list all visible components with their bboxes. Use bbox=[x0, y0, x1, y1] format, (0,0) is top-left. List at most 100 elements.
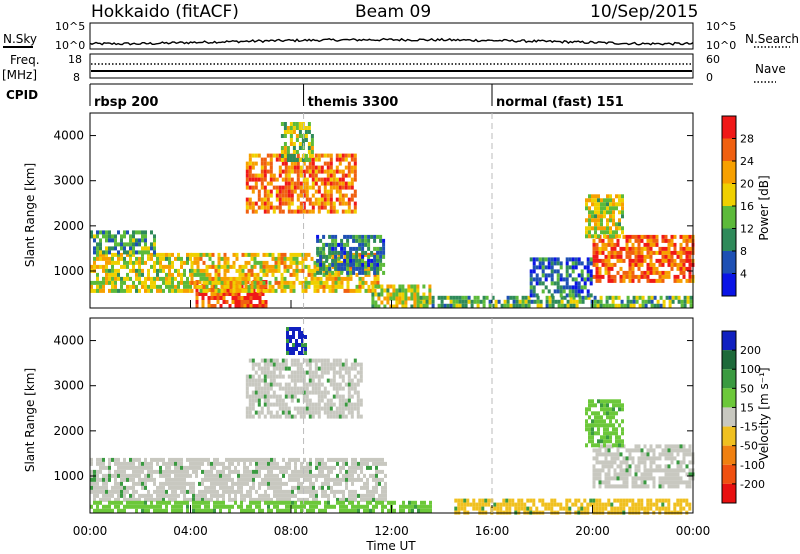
heatmap-cell bbox=[300, 500, 303, 505]
heatmap-cell bbox=[625, 476, 629, 481]
heatmap-cell bbox=[284, 189, 288, 194]
heatmap-cell bbox=[404, 296, 408, 301]
heatmap-cell bbox=[180, 264, 183, 269]
heatmap-cell bbox=[268, 288, 272, 293]
heatmap-cell bbox=[217, 268, 221, 273]
heatmap-cell bbox=[538, 281, 542, 286]
heatmap-cell bbox=[183, 268, 186, 273]
heatmap-cell bbox=[123, 457, 126, 462]
heatmap-cell bbox=[318, 461, 321, 466]
power-colorbar-tick-label: 20 bbox=[740, 178, 754, 191]
heatmap-cell bbox=[251, 185, 255, 190]
heatmap-cell bbox=[615, 439, 618, 444]
heatmap-cell bbox=[269, 193, 273, 198]
heatmap-cell bbox=[517, 506, 521, 511]
heatmap-cell bbox=[320, 197, 324, 202]
heatmap-cell bbox=[234, 296, 238, 300]
heatmap-cell bbox=[216, 469, 219, 474]
heatmap-cell bbox=[319, 270, 323, 275]
heatmap-cell bbox=[129, 504, 132, 509]
heatmap-cell bbox=[588, 226, 591, 231]
heatmap-cell bbox=[335, 169, 339, 174]
heatmap-cell bbox=[312, 473, 315, 478]
heatmap-cell bbox=[248, 153, 252, 158]
heatmap-cell bbox=[649, 468, 653, 473]
heatmap-cell bbox=[283, 288, 287, 293]
heatmap-cell bbox=[326, 402, 330, 407]
heatmap-cell bbox=[266, 193, 270, 198]
heatmap-cell bbox=[159, 264, 162, 269]
heatmap-cell bbox=[429, 508, 432, 513]
power-ylabel: Slant Range [km] bbox=[23, 163, 37, 267]
heatmap-cell bbox=[355, 258, 359, 263]
heatmap-cell bbox=[348, 493, 351, 498]
heatmap-cell bbox=[631, 456, 635, 461]
heatmap-cell bbox=[260, 205, 264, 210]
heatmap-cell bbox=[529, 498, 533, 503]
heatmap-cell bbox=[210, 473, 213, 478]
heatmap-cell bbox=[357, 461, 360, 466]
heatmap-cell bbox=[249, 461, 252, 466]
heatmap-cell bbox=[96, 280, 99, 285]
heatmap-cell bbox=[273, 477, 276, 482]
heatmap-cell bbox=[153, 264, 156, 269]
heatmap-cell bbox=[294, 485, 297, 490]
heatmap-cell bbox=[114, 497, 117, 502]
heatmap-cell bbox=[329, 398, 333, 403]
heatmap-cell bbox=[269, 157, 273, 162]
heatmap-cell bbox=[207, 508, 210, 513]
heatmap-cell bbox=[281, 177, 285, 182]
heatmap-cell bbox=[679, 460, 683, 465]
heatmap-cell bbox=[361, 254, 365, 259]
heatmap-cell bbox=[350, 209, 354, 214]
heatmap-cell bbox=[222, 481, 225, 486]
heatmap-cell bbox=[667, 258, 671, 263]
heatmap-cell bbox=[90, 504, 93, 509]
heatmap-cell bbox=[162, 500, 165, 505]
heatmap-cell bbox=[612, 415, 615, 420]
heatmap-cell bbox=[314, 181, 318, 186]
heatmap-cell bbox=[243, 508, 246, 513]
heatmap-cell bbox=[135, 238, 138, 243]
heatmap-cell bbox=[132, 485, 135, 490]
heatmap-cell bbox=[327, 477, 330, 482]
heatmap-cell bbox=[347, 161, 351, 166]
power-colorbar-label: Power [dB] bbox=[757, 175, 771, 240]
heatmap-cell bbox=[682, 480, 686, 485]
heatmap-cell bbox=[263, 201, 267, 206]
heatmap-cell bbox=[129, 461, 132, 466]
heatmap-cell bbox=[283, 122, 287, 126]
heatmap-cell bbox=[615, 194, 618, 199]
heatmap-cell bbox=[321, 457, 324, 462]
heatmap-cell bbox=[374, 292, 378, 297]
heatmap-cell bbox=[272, 370, 276, 375]
heatmap-cell bbox=[111, 473, 114, 478]
heatmap-cell bbox=[586, 261, 590, 266]
heatmap-cell bbox=[234, 497, 237, 502]
heatmap-cell bbox=[470, 303, 474, 308]
heatmap-cell bbox=[244, 276, 248, 281]
heatmap-cell bbox=[324, 493, 327, 498]
heatmap-cell bbox=[183, 477, 186, 482]
heatmap-cell bbox=[296, 366, 300, 371]
heatmap-cell bbox=[601, 258, 605, 263]
heatmap-cell bbox=[354, 477, 357, 482]
heatmap-cell bbox=[207, 288, 211, 292]
heatmap-cell bbox=[595, 254, 599, 259]
heatmap-cell bbox=[186, 469, 189, 474]
heatmap-cell bbox=[295, 268, 299, 273]
heatmap-cell bbox=[359, 370, 363, 375]
heatmap-cell bbox=[384, 461, 387, 466]
heatmap-cell bbox=[240, 477, 243, 482]
heatmap-cell bbox=[587, 295, 591, 300]
heatmap-cell bbox=[332, 169, 336, 174]
heatmap-cell bbox=[361, 262, 365, 267]
heatmap-cell bbox=[204, 500, 207, 505]
heatmap-cell bbox=[263, 386, 267, 391]
heatmap-cell bbox=[280, 284, 284, 289]
heatmap-cell bbox=[303, 465, 306, 470]
heatmap-cell bbox=[338, 177, 342, 182]
heatmap-cell bbox=[276, 481, 279, 486]
heatmap-cell bbox=[275, 398, 279, 403]
